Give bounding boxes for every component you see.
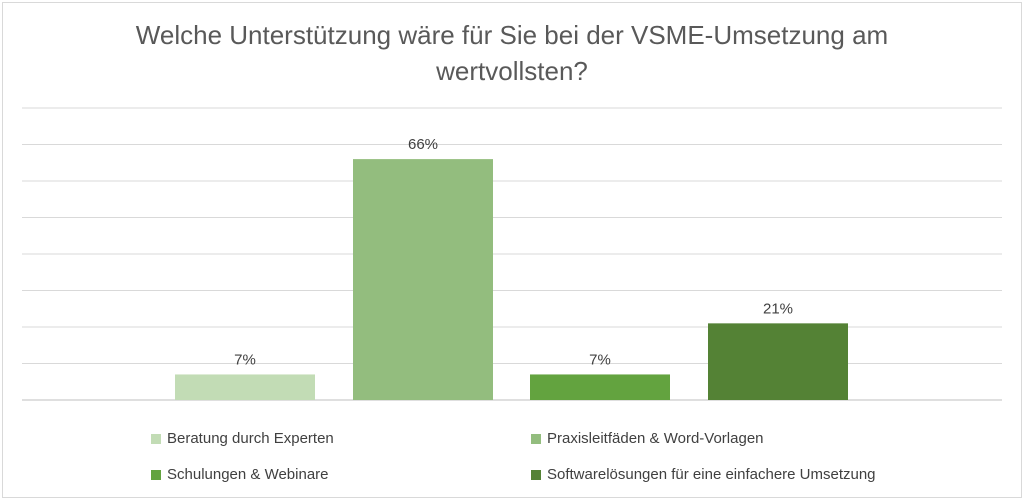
data-label-software: 21%	[763, 300, 793, 317]
bar-chart: 7% 66% 7% 21%	[22, 107, 1002, 401]
data-label-praxisleitfaeden: 66%	[408, 136, 438, 153]
data-label-beratung: 7%	[234, 351, 256, 368]
bar-software	[708, 323, 848, 400]
chart-title-line-1: Welche Unterstützung wäre für Sie bei de…	[135, 20, 889, 50]
chart-title-line-2: wertvollsten?	[436, 56, 588, 86]
data-label-schulungen: 7%	[589, 351, 611, 368]
bar-praxisleitfaeden	[353, 159, 493, 400]
chart-title: Welche Unterstützung wäre für Sie bei de…	[3, 17, 1021, 89]
bar-schulungen	[530, 374, 670, 400]
bar-beratung	[175, 374, 315, 400]
